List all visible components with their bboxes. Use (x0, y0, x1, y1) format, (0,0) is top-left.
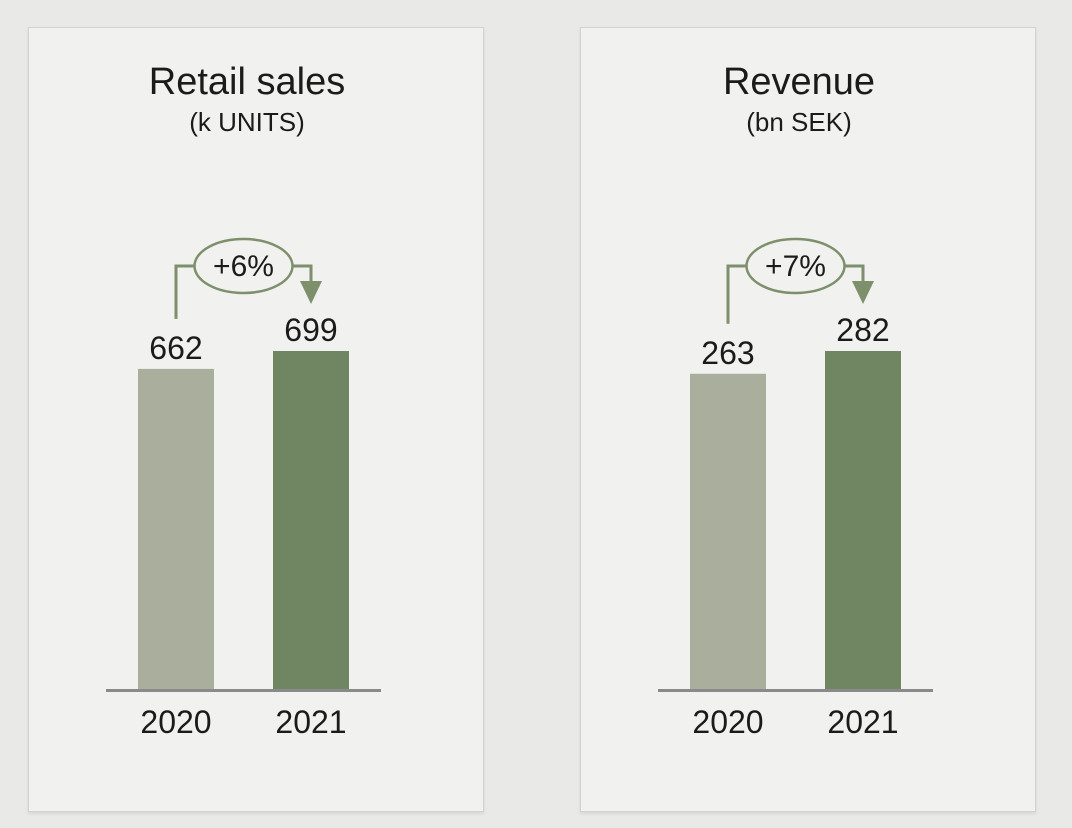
value-label-2021: 282 (836, 312, 889, 348)
change-label: +6% (213, 250, 274, 283)
category-label-2021: 2021 (827, 704, 898, 740)
change-label: +7% (765, 250, 826, 283)
value-label-2021: 699 (284, 312, 337, 348)
chart-subtitle: (bn SEK) (746, 107, 852, 137)
chart-canvas: Revenue (bn SEK) +7% 263 282 2020 2021 (658, 61, 933, 740)
chart-canvas: Retail sales (k UNITS) +6% 662 699 2020 2021 (106, 61, 381, 740)
value-label-2020: 263 (701, 335, 754, 371)
chart-panel-retail-sales: Retail sales (k UNITS) +6% 662 699 2020 2021 (28, 27, 484, 812)
bar-2021 (825, 351, 901, 689)
value-label-2020: 662 (149, 330, 202, 366)
chart-title: Retail sales (149, 61, 345, 103)
arrow-down-icon (852, 281, 874, 304)
bar-2020 (138, 368, 214, 689)
bar-2020 (690, 373, 766, 689)
change-annotation: +7% (726, 237, 874, 324)
change-badge-ellipse (193, 237, 294, 295)
bar-2021 (273, 351, 349, 689)
category-label-2020: 2020 (140, 704, 211, 740)
category-label-2021: 2021 (275, 704, 346, 740)
arrow-down-icon (300, 281, 322, 304)
change-annotation: +6% (174, 237, 322, 319)
category-label-2020: 2020 (692, 704, 763, 740)
change-badge-ellipse (745, 237, 846, 295)
chart-panel-revenue: Revenue (bn SEK) +7% 263 282 2020 2021 (580, 27, 1036, 812)
chart-subtitle: (k UNITS) (189, 107, 305, 137)
chart-title: Revenue (723, 61, 875, 103)
